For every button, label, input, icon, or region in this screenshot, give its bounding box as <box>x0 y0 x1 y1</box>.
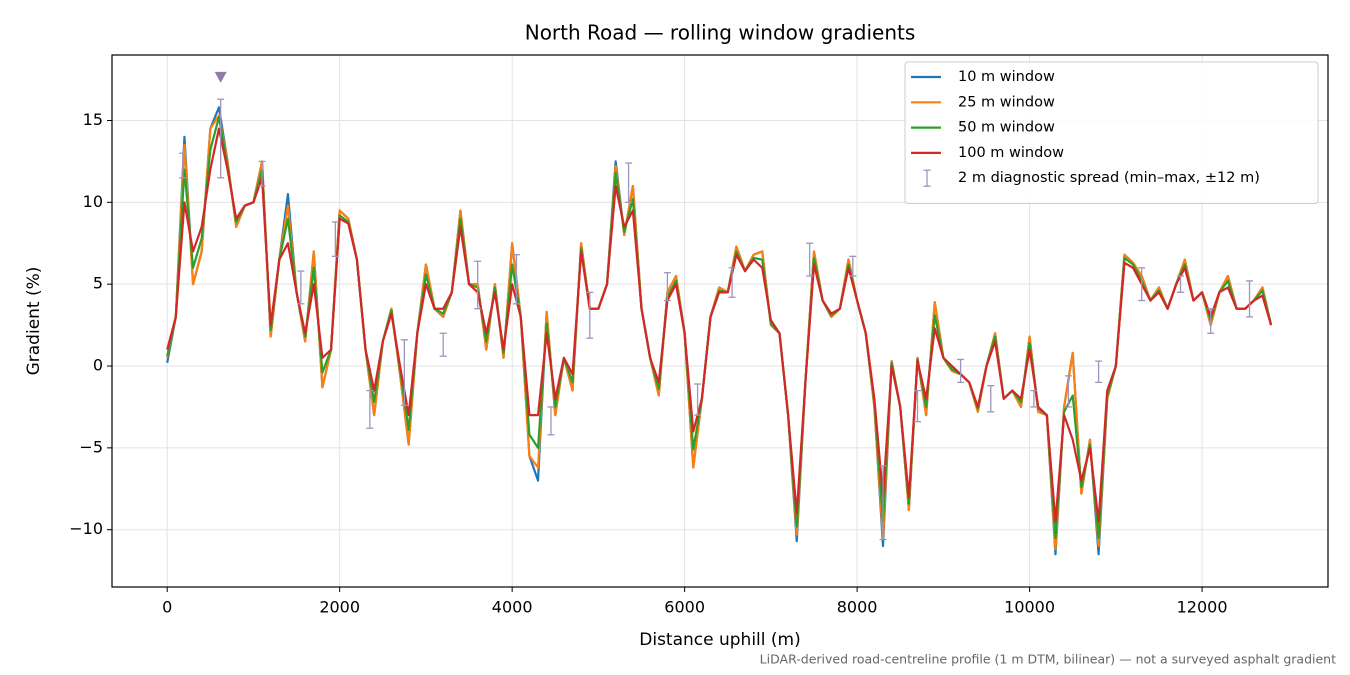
error-bar <box>258 160 266 187</box>
error-bar <box>331 221 339 257</box>
legend-label: 25 m window <box>958 94 1055 110</box>
error-bar <box>179 152 187 179</box>
legend-box <box>904 61 1319 204</box>
y-tick-label: −10 <box>69 519 103 538</box>
y-tick-label: 0 <box>93 356 103 375</box>
x-axis-label: Distance uphill (m) <box>639 630 800 650</box>
error-bar <box>439 332 447 357</box>
ticks: 0 2000 4000 6000 8000 10000 12000 −10 −5 0 5 10 15 <box>69 110 1227 617</box>
error-bar <box>366 389 374 429</box>
error-bar <box>1207 308 1215 334</box>
x-tick-label: 0 <box>162 598 172 617</box>
error-bar <box>297 270 305 305</box>
x-tick-label: 2000 <box>319 598 360 617</box>
error-bar <box>625 162 633 203</box>
legend: 10 m window 25 m window 50 m window 100 m w… <box>904 61 1319 204</box>
error-bar <box>217 98 225 179</box>
x-tick-label: 4000 <box>492 598 533 617</box>
plot-area <box>166 71 1273 556</box>
legend-label: 50 m window <box>958 120 1055 136</box>
error-bar <box>728 267 736 298</box>
error-bar <box>586 291 594 339</box>
legend-label: 10 m window <box>958 69 1055 85</box>
x-tick-label: 12000 <box>1177 598 1228 617</box>
legend-label: 2 m diagnostic spread (min–max, ±12 m) <box>958 170 1260 186</box>
y-tick-label: 15 <box>83 110 103 129</box>
error-bar <box>806 242 814 277</box>
error-bar <box>1064 375 1072 408</box>
error-bar <box>987 385 995 413</box>
error-bar <box>1138 267 1146 302</box>
x-tick-label: 8000 <box>837 598 878 617</box>
y-tick-label: 5 <box>93 274 103 293</box>
legend-label: 100 m window <box>958 145 1064 161</box>
error-bar <box>547 406 555 436</box>
error-bar <box>694 383 702 416</box>
x-tick-label: 10000 <box>1004 598 1055 617</box>
x-tick-label: 6000 <box>664 598 705 617</box>
footnote: LiDAR-derived road-centreline profile (1… <box>760 652 1336 667</box>
error-bar <box>879 465 887 541</box>
error-bar <box>913 389 921 423</box>
error-bar <box>1177 275 1185 294</box>
series-line <box>166 127 1273 523</box>
error-bar <box>1246 280 1254 318</box>
error-bar <box>474 260 482 310</box>
axes-frame <box>111 54 1329 588</box>
chart-title: North Road — rolling window gradients <box>525 21 916 45</box>
error-bar <box>663 272 671 302</box>
error-bar <box>849 255 857 277</box>
error-bar <box>512 254 520 305</box>
error-bar <box>1030 389 1038 408</box>
error-bar <box>957 358 965 384</box>
error-bar <box>400 339 408 406</box>
peak-marker <box>214 71 227 83</box>
y-axis-label: Gradient (%) <box>24 267 44 376</box>
error-bar <box>1095 360 1103 384</box>
y-tick-label: 10 <box>83 192 103 211</box>
y-tick-label: −5 <box>79 437 103 456</box>
